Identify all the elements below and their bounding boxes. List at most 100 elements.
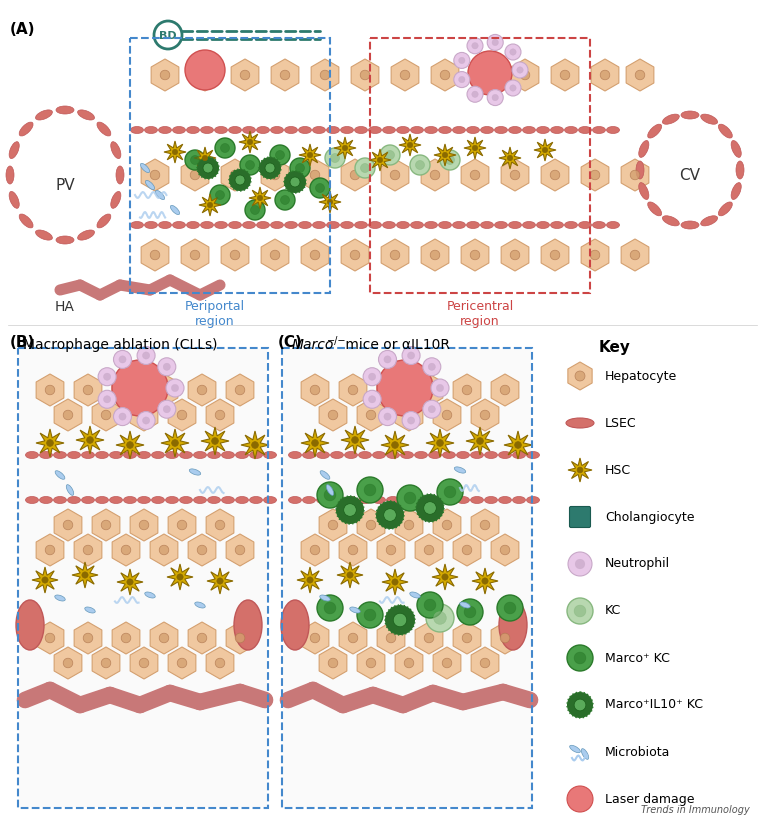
Polygon shape	[92, 647, 120, 679]
Ellipse shape	[145, 221, 158, 229]
Ellipse shape	[123, 452, 136, 458]
Polygon shape	[36, 374, 63, 406]
Circle shape	[407, 142, 412, 147]
Text: LSEC: LSEC	[605, 416, 636, 430]
Ellipse shape	[460, 602, 470, 608]
Circle shape	[310, 170, 320, 179]
Ellipse shape	[263, 452, 276, 458]
Ellipse shape	[207, 452, 220, 458]
Circle shape	[440, 150, 460, 170]
Polygon shape	[116, 431, 144, 459]
Circle shape	[325, 148, 345, 168]
Circle shape	[386, 633, 396, 643]
Circle shape	[500, 633, 509, 643]
Circle shape	[428, 406, 435, 413]
Circle shape	[240, 70, 250, 80]
Ellipse shape	[145, 180, 155, 189]
Ellipse shape	[648, 124, 662, 138]
Circle shape	[404, 410, 414, 420]
Polygon shape	[453, 534, 481, 566]
Polygon shape	[339, 374, 367, 406]
Polygon shape	[150, 534, 177, 566]
Ellipse shape	[317, 452, 330, 458]
Circle shape	[63, 410, 73, 420]
Polygon shape	[461, 159, 489, 191]
Circle shape	[245, 200, 265, 220]
Text: HA: HA	[55, 300, 75, 314]
Circle shape	[575, 559, 584, 569]
Ellipse shape	[551, 127, 564, 133]
Ellipse shape	[256, 221, 269, 229]
Circle shape	[467, 38, 483, 53]
Ellipse shape	[172, 221, 185, 229]
Polygon shape	[261, 239, 289, 271]
Circle shape	[393, 613, 407, 627]
Circle shape	[98, 390, 116, 408]
Circle shape	[137, 346, 155, 365]
Circle shape	[190, 170, 200, 179]
Polygon shape	[32, 567, 58, 593]
Ellipse shape	[138, 452, 151, 458]
Ellipse shape	[214, 127, 227, 133]
Ellipse shape	[158, 127, 171, 133]
Circle shape	[630, 250, 640, 260]
Circle shape	[275, 151, 285, 160]
Ellipse shape	[271, 221, 284, 229]
Polygon shape	[297, 567, 323, 593]
Ellipse shape	[85, 607, 95, 613]
Ellipse shape	[467, 127, 480, 133]
Circle shape	[364, 609, 376, 621]
Circle shape	[567, 645, 593, 671]
Ellipse shape	[736, 161, 744, 179]
Text: Neutrophil: Neutrophil	[605, 557, 670, 570]
Polygon shape	[415, 622, 443, 654]
Ellipse shape	[639, 141, 649, 157]
Ellipse shape	[484, 496, 497, 504]
Circle shape	[216, 190, 224, 199]
Circle shape	[390, 170, 400, 179]
Ellipse shape	[457, 496, 470, 504]
Circle shape	[348, 385, 358, 395]
Polygon shape	[472, 568, 498, 594]
Ellipse shape	[350, 607, 360, 613]
Polygon shape	[150, 622, 177, 654]
Polygon shape	[54, 647, 82, 679]
Circle shape	[505, 44, 521, 60]
Bar	[283, 349, 531, 807]
Polygon shape	[226, 534, 254, 566]
Circle shape	[575, 371, 585, 381]
Circle shape	[386, 545, 396, 555]
Polygon shape	[168, 647, 196, 679]
Ellipse shape	[165, 452, 178, 458]
Circle shape	[328, 658, 338, 667]
Circle shape	[166, 379, 184, 397]
Ellipse shape	[425, 127, 438, 133]
Polygon shape	[199, 194, 221, 216]
Circle shape	[591, 250, 600, 260]
Circle shape	[423, 358, 441, 376]
Ellipse shape	[138, 496, 151, 504]
Ellipse shape	[234, 600, 262, 650]
Circle shape	[457, 599, 483, 625]
Circle shape	[386, 151, 395, 160]
Ellipse shape	[411, 221, 424, 229]
Polygon shape	[168, 509, 196, 541]
Circle shape	[310, 178, 330, 198]
Ellipse shape	[55, 471, 65, 479]
Ellipse shape	[428, 452, 441, 458]
Circle shape	[317, 595, 343, 621]
Ellipse shape	[207, 496, 220, 504]
Ellipse shape	[327, 221, 340, 229]
Circle shape	[177, 410, 187, 420]
Circle shape	[197, 157, 219, 179]
Ellipse shape	[581, 749, 589, 760]
Circle shape	[154, 21, 182, 49]
Polygon shape	[499, 147, 521, 169]
Circle shape	[217, 578, 223, 584]
Ellipse shape	[327, 127, 340, 133]
Polygon shape	[130, 509, 158, 541]
Circle shape	[310, 633, 320, 643]
Polygon shape	[471, 59, 499, 91]
Ellipse shape	[344, 452, 357, 458]
Circle shape	[324, 602, 336, 614]
